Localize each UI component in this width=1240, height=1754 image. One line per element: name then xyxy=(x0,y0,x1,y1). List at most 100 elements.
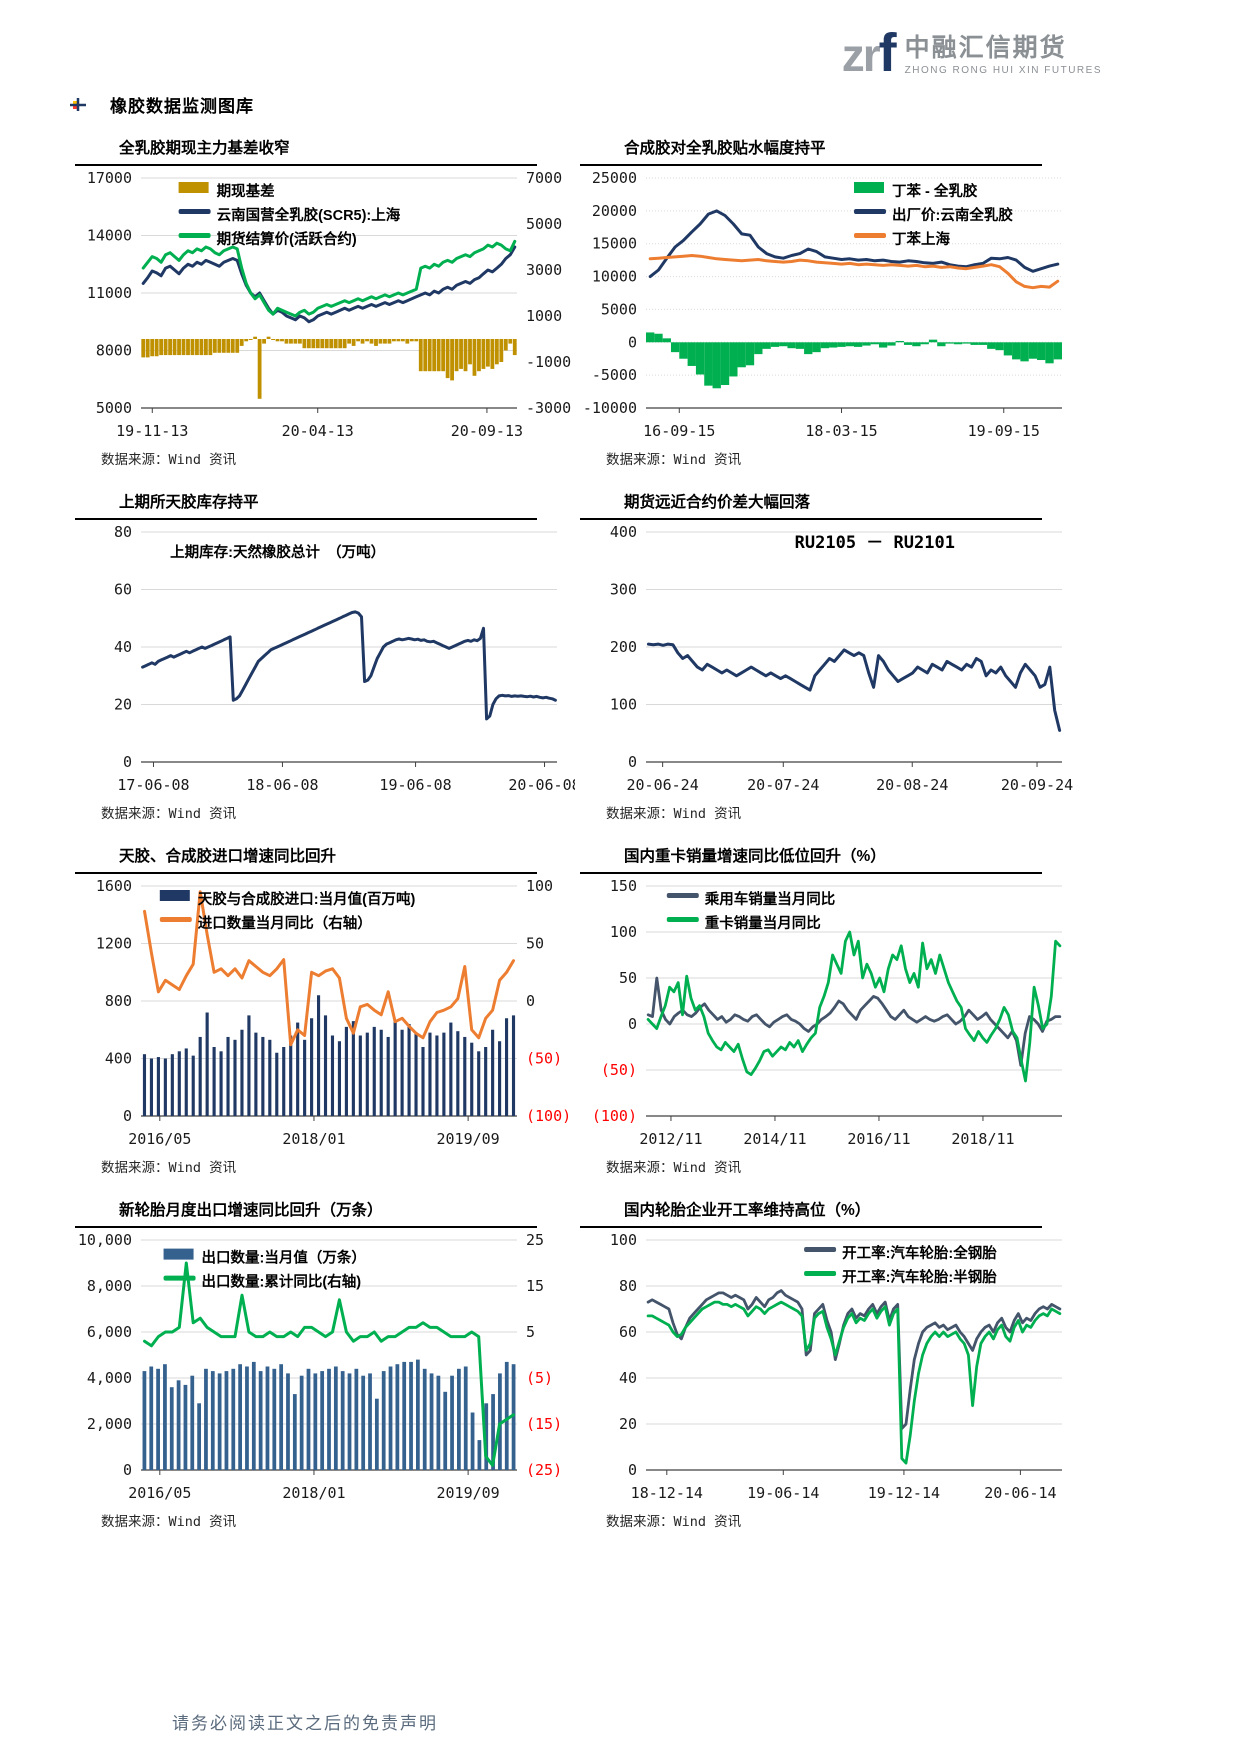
chart-title: 国内重卡销量增速同比低位回升（%） xyxy=(624,848,886,865)
svg-text:100: 100 xyxy=(610,1231,637,1249)
svg-text:0: 0 xyxy=(526,992,535,1010)
svg-text:丁苯上海: 丁苯上海 xyxy=(892,230,950,248)
operating-rate-chart: 100 80 60 40 20 0 18-12-14 19-06-14 19-12-14 20-0… xyxy=(610,1231,1062,1502)
svg-text:19-11-13: 19-11-13 xyxy=(116,422,188,440)
svg-text:19-06-14: 19-06-14 xyxy=(747,1484,819,1502)
chart-title: 上期所天胶库存持平 xyxy=(119,494,259,511)
svg-text:(100): (100) xyxy=(526,1107,571,1125)
data-source: 数据来源：Wind 资讯 xyxy=(606,1514,742,1530)
svg-text:20: 20 xyxy=(114,696,132,714)
svg-text:(50): (50) xyxy=(601,1061,637,1079)
svg-text:1000: 1000 xyxy=(526,307,562,325)
svg-text:0: 0 xyxy=(628,1461,637,1479)
chart-title: 合成胶对全乳胶贴水幅度持平 xyxy=(624,140,826,157)
svg-text:10,000: 10,000 xyxy=(78,1231,132,1249)
svg-text:40: 40 xyxy=(619,1369,637,1387)
svg-text:50: 50 xyxy=(526,935,544,953)
svg-text:出口数量:当月值（万条）: 出口数量:当月值（万条） xyxy=(202,1249,366,1267)
svg-text:400: 400 xyxy=(105,1050,132,1068)
svg-text:200: 200 xyxy=(610,638,637,656)
title-rule xyxy=(580,872,1042,874)
svg-text:出口数量:累计同比(右轴): 出口数量:累计同比(右轴) xyxy=(202,1273,362,1291)
svg-text:4,000: 4,000 xyxy=(87,1369,132,1387)
chart-block-basis: 全乳胶期现主力基差收窄 17000 14000 11000 8000 5000 7000 5… xyxy=(75,136,580,468)
svg-text:150: 150 xyxy=(610,877,637,895)
svg-text:1200: 1200 xyxy=(96,935,132,953)
company-logo: zrf 中融汇信期货 ZHONG RONG HUI XIN FUTURES xyxy=(842,26,1102,94)
svg-text:50: 50 xyxy=(619,969,637,987)
chart-block-synthetic-discount: 合成胶对全乳胶贴水幅度持平 25000 20000 15000 10000 5000 0 -… xyxy=(580,136,1085,468)
svg-text:0: 0 xyxy=(123,1461,132,1479)
chart-block-operating-rate: 国内轮胎企业开工率维持高位（%） 100 80 60 40 20 0 18-12-14 19-… xyxy=(580,1198,1085,1530)
data-source: 数据来源：Wind 资讯 xyxy=(606,452,742,468)
svg-text:0: 0 xyxy=(123,753,132,771)
svg-text:上期库存:天然橡胶总计 （万吨）: 上期库存:天然橡胶总计 （万吨） xyxy=(170,543,385,561)
svg-text:天胶与合成胶进口:当月值(百万吨): 天胶与合成胶进口:当月值(百万吨) xyxy=(198,890,416,908)
svg-text:5: 5 xyxy=(526,1323,535,1341)
svg-text:25000: 25000 xyxy=(592,169,637,187)
logo-wordmark: 中融汇信期货 ZHONG RONG HUI XIN FUTURES xyxy=(905,26,1102,76)
charts-grid: 全乳胶期现主力基差收窄 17000 14000 11000 8000 5000 7000 5… xyxy=(75,136,1085,1530)
title-rule xyxy=(75,518,537,520)
imports-chart: 1600 1200 800 400 0 100 50 0 (50) (100) 2016/05 201… xyxy=(96,877,571,1148)
basis-chart: 17000 14000 11000 8000 5000 7000 5000 3000 1000 -… xyxy=(87,169,571,440)
svg-text:17-06-08: 17-06-08 xyxy=(117,776,189,794)
svg-text:重卡销量当月同比: 重卡销量当月同比 xyxy=(705,914,821,932)
svg-text:2019/09: 2019/09 xyxy=(437,1484,500,1502)
section-heading: 橡胶数据监测图库 xyxy=(70,92,254,117)
svg-text:2016/05: 2016/05 xyxy=(128,1130,191,1148)
svg-text:300: 300 xyxy=(610,581,637,599)
chart-title: 天胶、合成胶进口增速同比回升 xyxy=(119,848,337,865)
svg-text:19-12-14: 19-12-14 xyxy=(868,1484,940,1502)
svg-text:100: 100 xyxy=(610,923,637,941)
svg-text:20-06-14: 20-06-14 xyxy=(984,1484,1056,1502)
svg-text:RU2105 － RU2101: RU2105 － RU2101 xyxy=(795,533,955,553)
svg-text:2018/11: 2018/11 xyxy=(951,1130,1014,1148)
svg-text:100: 100 xyxy=(526,877,553,895)
title-rule xyxy=(75,872,537,874)
svg-text:25: 25 xyxy=(526,1231,544,1249)
data-source: 数据来源：Wind 资讯 xyxy=(606,806,742,822)
chart-block-inventory: 上期所天胶库存持平 80 60 40 20 0 17-06-08 18-06-08 19-06… xyxy=(75,490,580,822)
truck-sales-chart: 150 100 50 0 (50) (100)2012/11 2014/11 2016/11 2… xyxy=(592,877,1062,1148)
title-rule xyxy=(580,164,1042,166)
svg-text:-10000: -10000 xyxy=(583,399,637,417)
title-rule xyxy=(580,518,1042,520)
svg-text:2012/11: 2012/11 xyxy=(639,1130,702,1148)
title-rule xyxy=(580,1226,1042,1228)
svg-text:(15): (15) xyxy=(526,1415,562,1433)
svg-text:8,000: 8,000 xyxy=(87,1277,132,1295)
svg-text:-3000: -3000 xyxy=(526,399,571,417)
svg-text:2019/09: 2019/09 xyxy=(437,1130,500,1148)
chart-block-truck-sales: 国内重卡销量增速同比低位回升（%） 150 100 50 0 (50) (100) 2012… xyxy=(580,844,1085,1176)
svg-text:40: 40 xyxy=(114,638,132,656)
svg-text:(50): (50) xyxy=(526,1050,562,1068)
svg-text:0: 0 xyxy=(628,753,637,771)
svg-text:2,000: 2,000 xyxy=(87,1415,132,1433)
svg-text:0: 0 xyxy=(123,1107,132,1125)
svg-text:丁苯 - 全乳胶: 丁苯 - 全乳胶 xyxy=(892,182,978,200)
data-source: 数据来源：Wind 资讯 xyxy=(606,1160,742,1176)
svg-text:云南国营全乳胶(SCR5):上海: 云南国营全乳胶(SCR5):上海 xyxy=(217,206,401,224)
svg-text:期现基差: 期现基差 xyxy=(217,182,275,200)
logo-chinese-name: 中融汇信期货 xyxy=(904,34,1067,62)
svg-text:(100): (100) xyxy=(592,1107,637,1125)
data-source: 数据来源：Wind 资讯 xyxy=(101,806,237,822)
svg-text:2018/01: 2018/01 xyxy=(282,1484,345,1502)
calendar-spread-chart: 400 300 200 100 0 20-06-24 20-07-24 20-08-24 20-… xyxy=(610,523,1073,794)
svg-text:6,000: 6,000 xyxy=(87,1323,132,1341)
svg-text:(25): (25) xyxy=(526,1461,562,1479)
svg-text:20-09-13: 20-09-13 xyxy=(451,422,523,440)
chart-block-tire-exports: 新轮胎月度出口增速同比回升（万条） 10,000 8,000 6,000 4,000 2… xyxy=(75,1198,580,1530)
synthetic-discount-chart: 25000 20000 15000 10000 5000 0 -5000 -10000 16-0… xyxy=(583,169,1062,440)
chart-block-calendar-spread: 期货远近合约价差大幅回落 400 300 200 100 0 20-06-24 20-07-… xyxy=(580,490,1085,822)
section-bullet-icon xyxy=(70,97,86,111)
logo-f-text: f xyxy=(878,23,897,83)
svg-text:20000: 20000 xyxy=(592,202,637,220)
svg-text:15: 15 xyxy=(526,1277,544,1295)
inventory-chart: 80 60 40 20 0 17-06-08 18-06-08 19-06-08 20-06-0… xyxy=(114,523,575,794)
tire-exports-chart: 10,000 8,000 6,000 4,000 2,000 0 25 15 5 (5) (15) (… xyxy=(78,1231,562,1502)
svg-text:进口数量当月同比（右轴）: 进口数量当月同比（右轴） xyxy=(198,914,372,932)
svg-text:16-09-15: 16-09-15 xyxy=(643,422,715,440)
svg-text:0: 0 xyxy=(628,1015,637,1033)
